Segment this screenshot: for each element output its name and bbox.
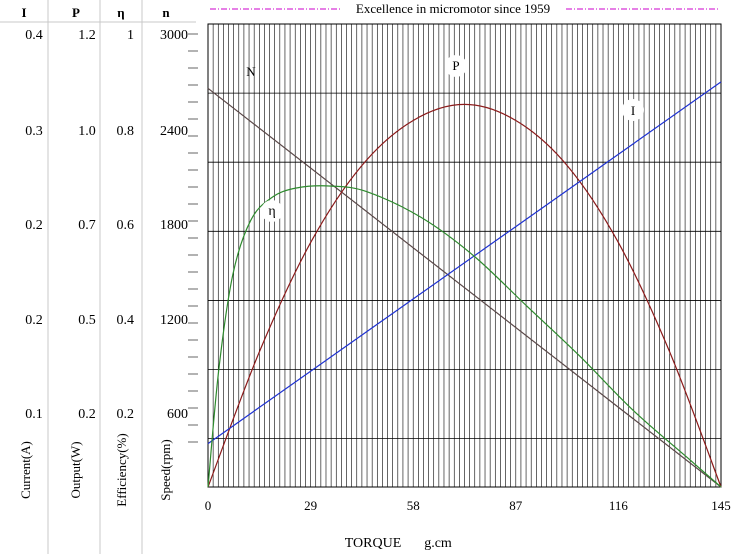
scale-row: 0.1 0.2 0.2 600 [25, 407, 188, 422]
svg-text:I: I [631, 103, 635, 118]
x-tick-label: 145 [711, 498, 731, 513]
x-tick-label: 58 [407, 498, 420, 513]
scale-ticks [188, 33, 198, 443]
axis-title-speed: Speed(rpm) [158, 439, 173, 500]
x-tick-label: 0 [205, 498, 212, 513]
scale-output-3: 0.7 [78, 218, 96, 233]
x-tick-label: 29 [304, 498, 317, 513]
label-I: I [622, 99, 644, 121]
plot-area: 0 29 58 87 116 145 [188, 23, 731, 513]
scale-efficiency-3: 0.6 [117, 218, 135, 233]
scale-efficiency-5: 0.2 [117, 407, 135, 422]
label-N: N [246, 64, 256, 79]
scale-output-4: 0.5 [78, 313, 96, 328]
header-output: P [72, 5, 80, 20]
scale-speed-1: 3000 [160, 28, 188, 43]
x-tick-label: 87 [509, 498, 523, 513]
scale-efficiency-2: 0.8 [117, 124, 135, 139]
scale-efficiency-1: 1 [127, 28, 134, 43]
series-P-line [207, 103, 722, 488]
x-tick-label: 116 [609, 498, 629, 513]
x-tick-labels: 0 29 58 87 116 145 [205, 498, 731, 513]
axis-title-efficiency: Efficiency(%) [114, 433, 129, 506]
scale-current-3: 0.2 [25, 218, 43, 233]
scale-current-1: 0.4 [25, 28, 43, 43]
grid [207, 23, 722, 488]
scale-row: 0.3 1.0 0.8 2400 [25, 124, 188, 139]
scale-speed-3: 1800 [160, 218, 188, 233]
scale-output-2: 1.0 [78, 124, 96, 139]
label-eta: η [261, 200, 283, 222]
scale-current-4: 0.2 [25, 313, 43, 328]
scale-output-5: 0.2 [78, 407, 96, 422]
scale-current-2: 0.3 [25, 124, 43, 139]
series-eta-line [207, 185, 722, 488]
header-speed: n [162, 5, 170, 20]
svg-text:P: P [452, 58, 459, 73]
header-current: I [21, 5, 26, 20]
scale-speed-5: 600 [167, 407, 188, 422]
series-I-line [207, 81, 722, 445]
banner-text: Excellence in micromotor since 1959 [356, 1, 550, 16]
scale-efficiency-4: 0.4 [117, 313, 135, 328]
axis-title-current: Current(A) [18, 441, 33, 499]
series-N-line [207, 87, 722, 488]
axis-title-torque-unit: g.cm [424, 536, 452, 551]
scale-speed-2: 2400 [160, 124, 188, 139]
scale-output-1: 1.2 [78, 28, 96, 43]
svg-text:η: η [268, 204, 275, 219]
header-efficiency: η [117, 5, 124, 20]
scale-speed-4: 1200 [160, 313, 188, 328]
table-frame [0, 0, 196, 554]
svg-text:N: N [246, 64, 256, 79]
axis-title-output: Output(W) [68, 441, 83, 498]
curves [207, 81, 722, 488]
label-P: P [445, 55, 467, 77]
scale-current-5: 0.1 [25, 407, 43, 422]
scale-row: 0.4 1.2 1 3000 [25, 28, 188, 43]
scale-row: 0.2 0.5 0.4 1200 [25, 313, 188, 328]
scale-row: 0.2 0.7 0.6 1800 [25, 218, 188, 233]
axis-title-torque: TORQUE [345, 536, 402, 551]
